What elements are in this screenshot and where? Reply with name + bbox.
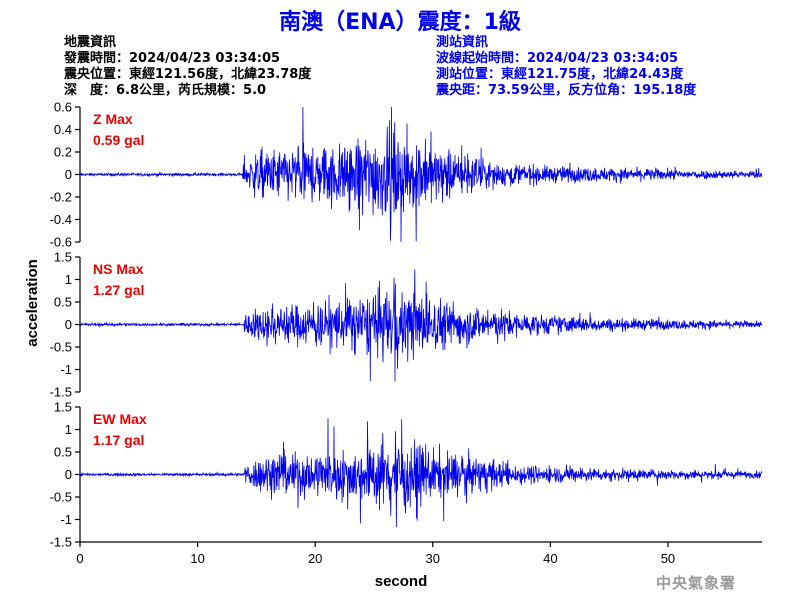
max-label-value: 0.59 gal [93, 132, 144, 148]
y-tick-label: -0.2 [50, 190, 72, 205]
y-tick-label: -1.5 [50, 535, 72, 550]
y-tick-label: 1.5 [54, 250, 72, 265]
agency-watermark: 中央氣象署 [656, 574, 737, 592]
x-tick-label: 30 [426, 551, 440, 566]
station-info-block: 測站資訊 波線起始時間：2024/04/23 03:34:05 測站位置：東經1… [436, 35, 696, 99]
max-label-value: 1.17 gal [93, 432, 144, 448]
y-tick-label: 1.5 [54, 400, 72, 415]
max-label-name: Z Max [93, 111, 133, 127]
y-tick-label: 0 [65, 467, 72, 482]
x-axis-label: second [375, 573, 428, 590]
x-tick-label: 40 [543, 551, 557, 566]
y-tick-label: 0.5 [54, 445, 72, 460]
x-tick-label: 10 [190, 551, 204, 566]
chart-title: 南澳（ENA）震度：1級 [279, 10, 521, 35]
station-location: 測站位置：東經121.75度，北緯24.43度 [436, 67, 684, 82]
y-tick-label: 0 [65, 167, 72, 182]
y-axis-label: acceleration [24, 259, 41, 347]
waveform-trace [79, 418, 763, 528]
max-label-value: 1.27 gal [93, 282, 144, 298]
y-tick-label: 1 [65, 272, 72, 287]
depth-magnitude: 深 度：6.8公里，芮氏規模：5.0 [64, 83, 267, 98]
y-tick-label: -1 [60, 512, 72, 527]
station-info-heading: 測站資訊 [436, 35, 489, 50]
x-tick-label: 0 [76, 551, 83, 566]
y-tick-label: -1 [60, 362, 72, 377]
y-tick-label: 0.5 [54, 295, 72, 310]
earthquake-info-heading: 地震資訊 [64, 35, 117, 50]
y-tick-label: 0 [65, 317, 72, 332]
waveform-trace [79, 106, 763, 243]
panel-ns: 1.5 1 0.5 0 -0.5 -1 -1.5 NS Max 1.27 gal [50, 250, 763, 400]
y-tick-label: -0.5 [50, 340, 72, 355]
y-tick-label: -1.5 [50, 385, 72, 400]
y-tick-label: 1 [65, 422, 72, 437]
y-tick-label: -0.5 [50, 490, 72, 505]
waveform-trace [79, 269, 763, 382]
y-tick-label: -0.4 [50, 212, 72, 227]
x-tick-label: 50 [661, 551, 675, 566]
epicentral-distance-azimuth: 震央距：73.59公里，反方位角：195.18度 [436, 83, 697, 98]
max-label-name: EW Max [93, 411, 147, 427]
y-tick-label: -0.6 [50, 235, 72, 250]
origin-time: 發震時間：2024/04/23 03:34:05 [64, 51, 281, 66]
wave-start-time: 波線起始時間：2024/04/23 03:34:05 [436, 51, 679, 66]
panel-z: 0.6 0.4 0.2 0 -0.2 -0.4 -0.6 Z Max 0.59 gal [50, 100, 763, 250]
epicenter-location: 震央位置：東經121.56度，北緯23.78度 [64, 67, 312, 82]
x-tick-label: 20 [308, 551, 322, 566]
max-label-name: NS Max [93, 261, 144, 277]
y-tick-label: 0.6 [54, 100, 72, 115]
earthquake-info-block: 地震資訊 發震時間：2024/04/23 03:34:05 震央位置：東經121… [64, 35, 311, 99]
panel-ew: 1.5 1 0.5 0 -0.5 -1 -1.5 EW Max 1.17 gal [50, 400, 763, 550]
y-tick-label: 0.2 [54, 145, 72, 160]
y-tick-label: 0.4 [54, 122, 72, 137]
